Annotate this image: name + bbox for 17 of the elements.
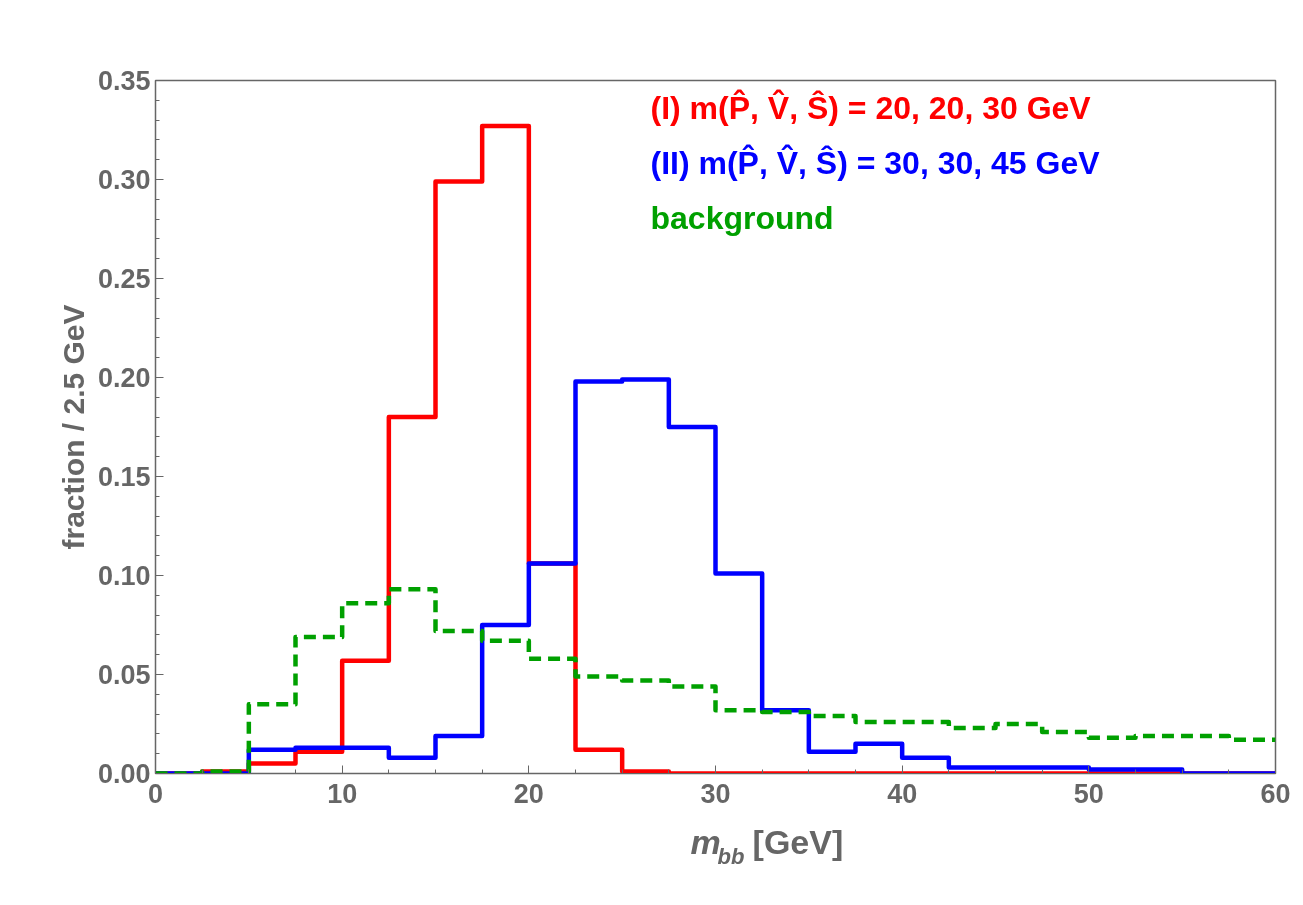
text: (I) m(P̂, V̂, Ŝ) = 20, 20, 30 GeV [650,88,1092,126]
y-tick-label: 0.35 [97,66,151,96]
y-tick-label: 0.25 [97,264,151,294]
y-tick-label: 0.30 [97,165,151,195]
y-tick-label: 0.10 [97,561,151,591]
text: background [650,199,834,236]
x-tick-label: 20 [513,778,544,809]
y-axis-title: fraction / 2.5 GeV [56,304,90,550]
x-tick-label: 30 [700,778,731,809]
y-tick-label: 0.15 [97,462,151,492]
x-tick-label: 60 [1260,778,1291,809]
x-tick-label: 50 [1073,778,1104,809]
x-tick-label: 40 [887,778,918,809]
x-tick-label: 10 [327,778,358,809]
y-tick-label: 0.20 [97,363,151,393]
y-tick-label: 0.05 [97,660,151,690]
text: (II) m(P̂, V̂, Ŝ) = 30, 30, 45 GeV [650,143,1101,181]
